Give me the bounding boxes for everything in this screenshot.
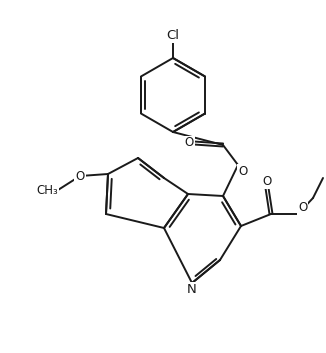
- Text: O: O: [185, 137, 194, 150]
- Text: Cl: Cl: [167, 29, 180, 42]
- Text: CH₃: CH₃: [36, 184, 58, 197]
- Text: O: O: [75, 169, 85, 183]
- Text: O: O: [238, 165, 247, 178]
- Text: N: N: [187, 283, 197, 296]
- Text: O: O: [298, 201, 307, 214]
- Text: O: O: [262, 175, 272, 188]
